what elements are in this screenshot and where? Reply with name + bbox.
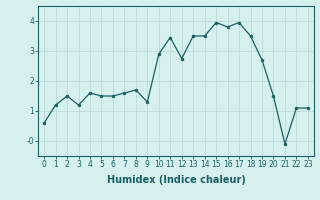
X-axis label: Humidex (Indice chaleur): Humidex (Indice chaleur) [107,175,245,185]
